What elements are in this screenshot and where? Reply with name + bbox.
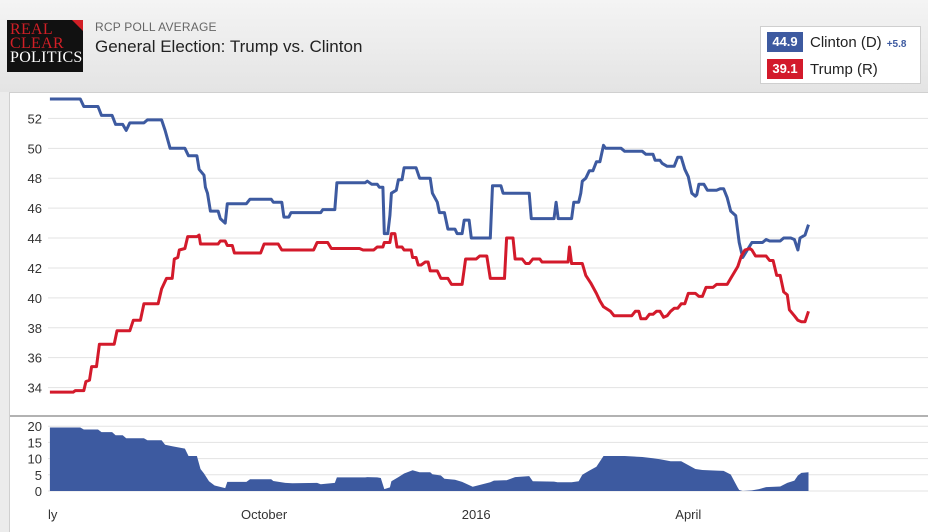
- logo-line-3: POLITICS: [10, 49, 83, 66]
- clinton-line: [49, 97, 810, 259]
- trump-label: Trump (R): [810, 60, 878, 78]
- spread-y-tick-label: 0: [35, 484, 42, 499]
- logo-line-1: REAL: [10, 21, 53, 38]
- y-tick-label: 36: [28, 351, 42, 366]
- spread-y-tick-label: 20: [28, 419, 42, 434]
- y-tick-label: 40: [28, 291, 42, 306]
- y-tick-label: 44: [28, 231, 42, 246]
- trump-value-badge: 39.1: [767, 59, 803, 79]
- y-tick-label: 38: [28, 321, 42, 336]
- x-tick-label: 2016: [462, 507, 491, 522]
- clinton-label: Clinton (D): [810, 33, 882, 51]
- clinton-value-badge: 44.9: [767, 32, 803, 52]
- header: REAL CLEAR POLITICS RCP POLL AVERAGE Gen…: [0, 0, 928, 92]
- spread-y-tick-label: 5: [35, 468, 42, 483]
- rcp-logo[interactable]: REAL CLEAR POLITICS: [7, 20, 83, 72]
- legend-item-clinton[interactable]: 44.9 Clinton (D) +5.8: [767, 31, 906, 53]
- x-tick-label: ly: [48, 507, 58, 522]
- legend-item-trump[interactable]: 39.1 Trump (R): [767, 58, 878, 80]
- y-tick-label: 52: [28, 111, 42, 126]
- y-tick-label: 50: [28, 141, 42, 156]
- trump-line: [49, 232, 810, 394]
- logo-corner-accent: [72, 20, 83, 31]
- page-title: General Election: Trump vs. Clinton: [95, 37, 363, 56]
- spread-y-tick-label: 15: [28, 435, 42, 450]
- y-tick-label: 46: [28, 201, 42, 216]
- y-tick-label: 42: [28, 261, 42, 276]
- chart-legend: 44.9 Clinton (D) +5.8 39.1 Trump (R): [760, 26, 921, 84]
- y-tick-label: 34: [28, 381, 42, 396]
- clinton-spread: +5.8: [886, 38, 907, 50]
- x-tick-label: April: [675, 507, 701, 522]
- x-tick-label: October: [241, 507, 288, 522]
- spread-y-tick-label: 10: [28, 452, 42, 467]
- logo-line-2: CLEAR: [10, 35, 64, 52]
- spread-area: [49, 427, 809, 491]
- y-tick-label: 48: [28, 171, 42, 186]
- poll-average-label: RCP POLL AVERAGE: [95, 20, 217, 34]
